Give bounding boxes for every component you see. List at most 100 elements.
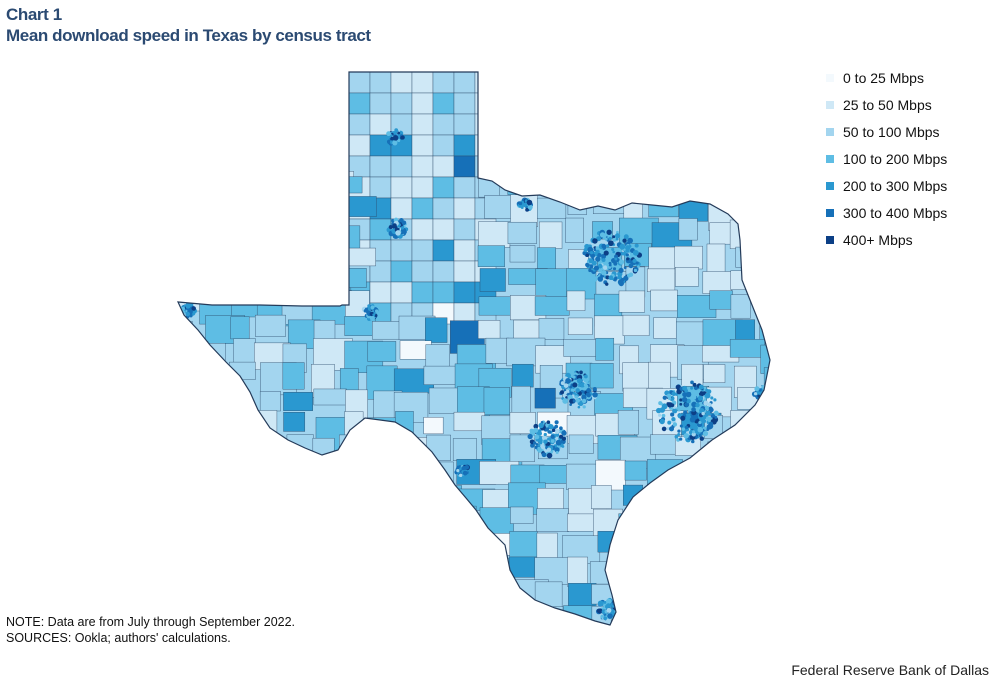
- urban-tract: [375, 309, 379, 313]
- urban-tract: [601, 258, 606, 263]
- urban-tract: [683, 433, 689, 439]
- census-tract: [478, 296, 515, 316]
- urban-tract: [608, 275, 614, 281]
- census-tract: [787, 221, 817, 254]
- urban-tract: [392, 140, 398, 146]
- legend-swatch: [826, 100, 834, 109]
- urban-tract: [612, 235, 616, 239]
- county-cell: [432, 218, 455, 241]
- census-tract: [203, 200, 237, 224]
- census-tract: [704, 462, 730, 493]
- urban-tract: [628, 244, 632, 248]
- census-tract: [423, 485, 462, 503]
- census-tract: [730, 270, 751, 290]
- urban-tract: [684, 425, 689, 430]
- urban-tract: [667, 420, 672, 425]
- urban-tract: [602, 606, 606, 609]
- urban-tract: [635, 261, 639, 265]
- census-tract: [282, 268, 317, 286]
- urban-tract: [691, 401, 697, 408]
- urban-tract: [572, 382, 578, 388]
- urban-tract: [395, 230, 401, 236]
- urban-tract: [754, 386, 760, 392]
- census-tract: [255, 410, 278, 437]
- census-tract: [371, 582, 398, 606]
- legend-swatch: [826, 208, 834, 217]
- census-tract: [178, 391, 202, 425]
- urban-tract: [386, 131, 391, 137]
- census-tract: [229, 361, 256, 380]
- county-cell: [432, 197, 455, 220]
- urban-tract: [561, 436, 567, 441]
- urban-tract: [708, 421, 714, 427]
- census-tract: [429, 602, 463, 625]
- urban-tract: [698, 433, 702, 438]
- urban-tract: [602, 265, 608, 270]
- source-credit: Federal Reserve Bank of Dallas: [791, 662, 989, 678]
- census-tract: [178, 363, 197, 394]
- census-tract: [485, 602, 508, 625]
- urban-tract: [538, 441, 543, 445]
- census-tract: [652, 557, 684, 590]
- urban-tract: [597, 252, 602, 258]
- urban-tract: [599, 232, 606, 238]
- census-tract: [343, 268, 367, 288]
- urban-tract: [564, 390, 568, 395]
- urban-tract: [589, 251, 594, 255]
- census-tract: [704, 632, 743, 664]
- legend-label: 0 to 25 Mbps: [843, 69, 924, 86]
- census-tract: [792, 345, 816, 376]
- urban-tract: [708, 407, 714, 413]
- census-tract: [372, 608, 412, 625]
- census-tract: [311, 584, 342, 603]
- urban-tract: [691, 407, 696, 412]
- urban-tract: [372, 313, 376, 317]
- urban-tract: [185, 311, 190, 317]
- urban-tract: [401, 220, 407, 226]
- urban-tract: [392, 135, 399, 141]
- urban-tract: [658, 401, 663, 406]
- urban-tract: [662, 395, 667, 400]
- legend-label: 100 to 200 Mbps: [843, 150, 948, 167]
- census-tract: [734, 633, 772, 656]
- urban-tract: [623, 234, 629, 240]
- census-tract: [341, 582, 362, 602]
- urban-tract: [595, 256, 601, 262]
- urban-tract: [593, 248, 597, 252]
- county-cell: [390, 176, 413, 199]
- census-tract: [399, 606, 423, 625]
- census-tract: [765, 461, 770, 492]
- urban-tract: [583, 374, 588, 379]
- county-cell: [432, 92, 455, 115]
- census-tract: [310, 196, 350, 223]
- legend-item: 50 to 100 Mbps: [826, 118, 947, 145]
- urban-tract: [682, 385, 688, 391]
- urban-tract: [400, 139, 404, 143]
- census-tract: [450, 505, 477, 531]
- census-tract: [340, 602, 372, 625]
- county-cell: [411, 92, 434, 115]
- urban-tract: [704, 405, 710, 411]
- census-tract: [255, 441, 292, 465]
- census-tract: [734, 438, 754, 458]
- county-cell: [390, 72, 413, 94]
- census-tract: [729, 339, 765, 358]
- note-text: NOTE: Data are from July through Septemb…: [6, 615, 296, 629]
- urban-tract: [606, 603, 611, 608]
- census-tract: [765, 507, 770, 533]
- census-tract: [425, 317, 448, 343]
- census-tract: [759, 291, 770, 325]
- county-cell: [453, 281, 476, 304]
- census-tract: [231, 244, 261, 278]
- urban-tract: [615, 230, 619, 234]
- urban-tract: [603, 250, 609, 256]
- urban-tract: [588, 258, 594, 264]
- county-cell: [411, 218, 434, 241]
- census-tract: [396, 437, 430, 463]
- census-tract: [510, 506, 534, 524]
- census-tract: [512, 363, 534, 388]
- census-tract: [343, 537, 369, 554]
- urban-tract: [583, 247, 588, 253]
- urban-tract: [682, 391, 688, 398]
- urban-tract: [400, 226, 405, 230]
